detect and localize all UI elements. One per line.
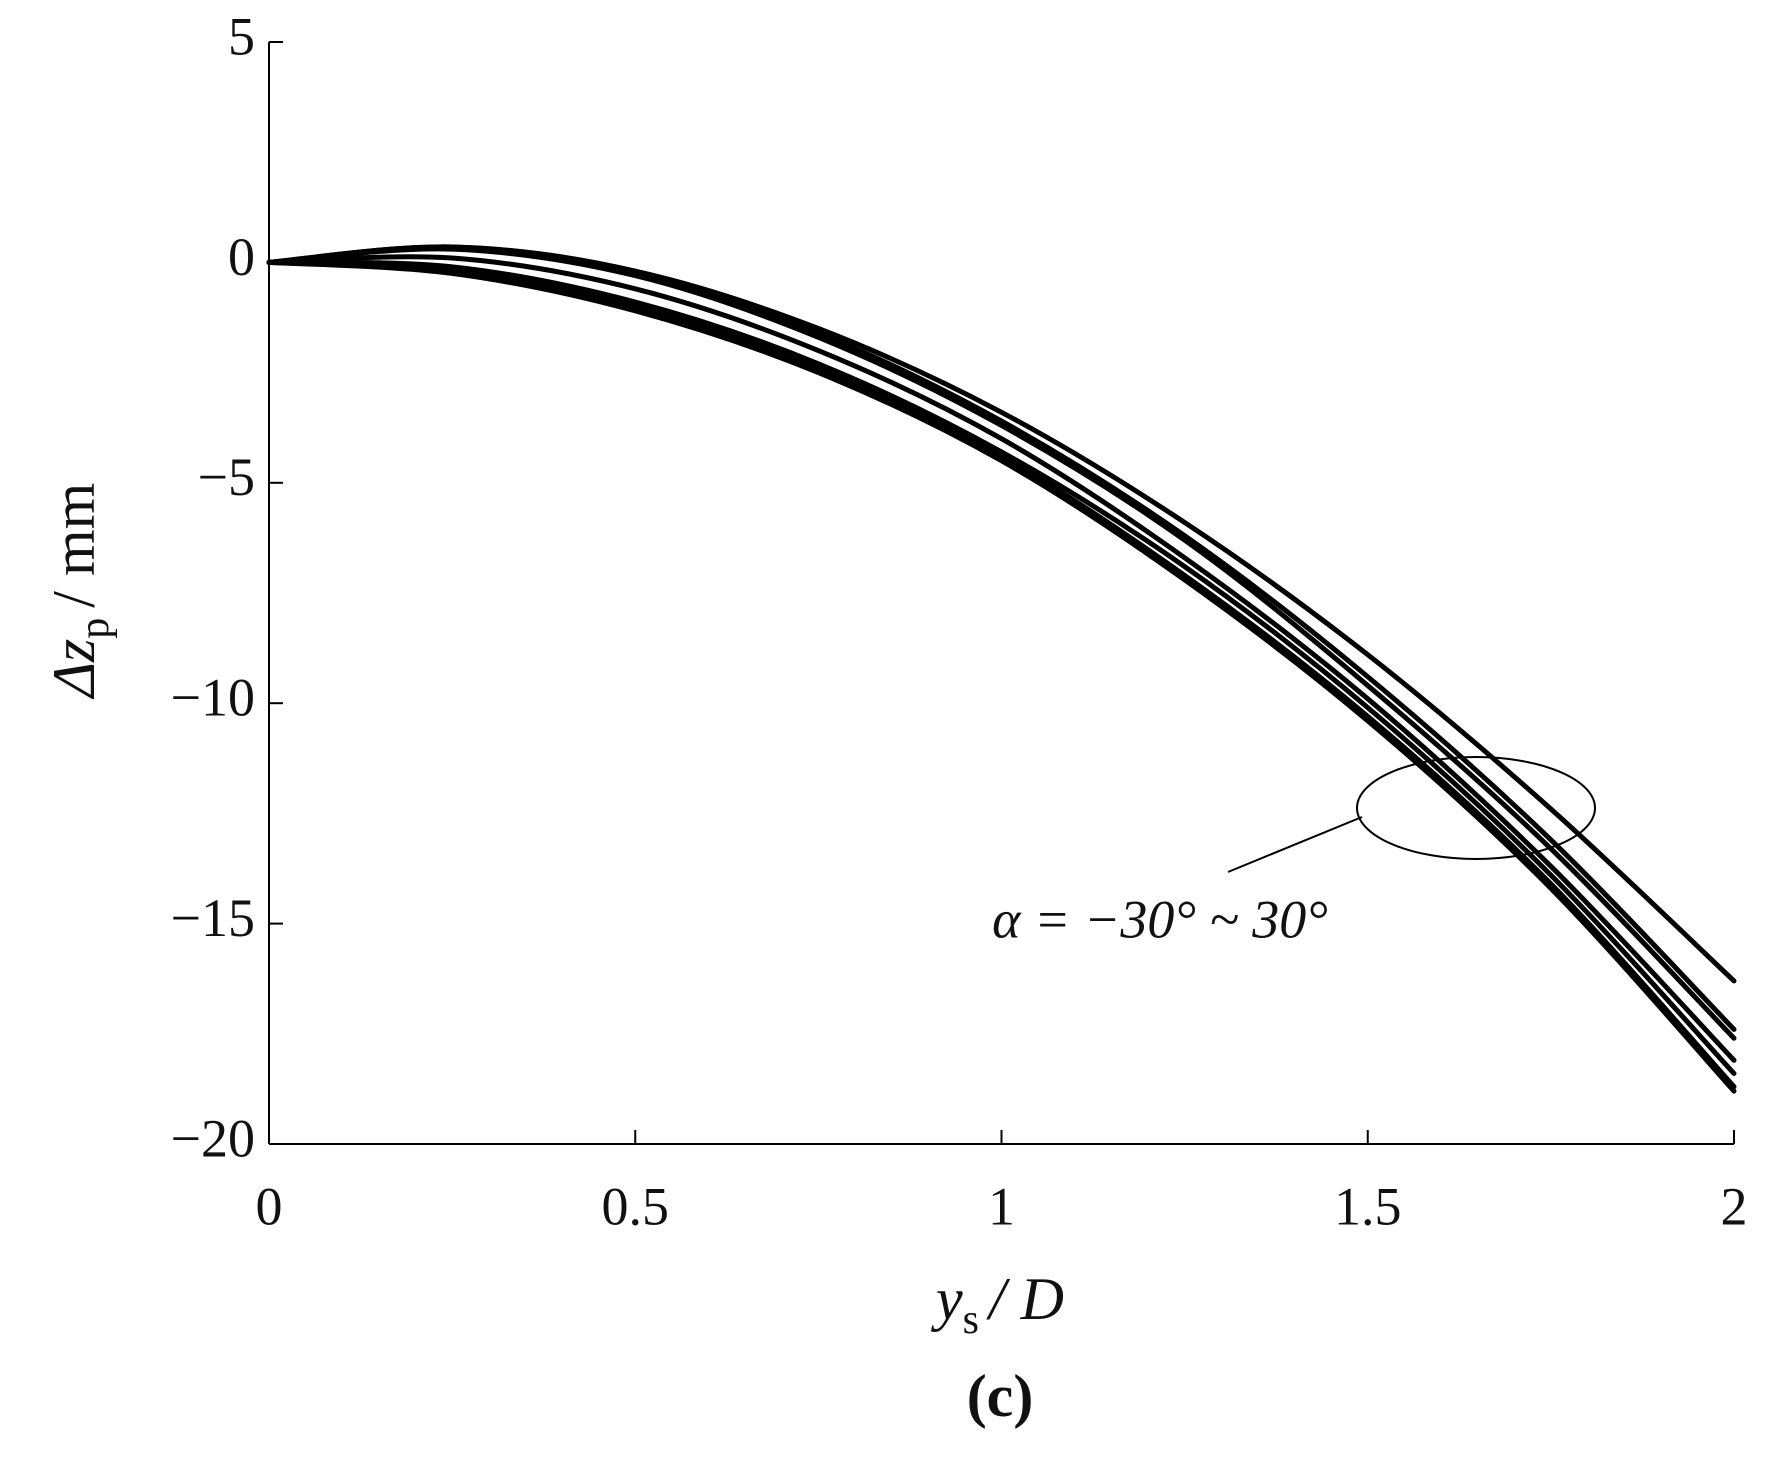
y-axis-label: Δzp / mm — [41, 483, 118, 700]
series-line — [266, 259, 1737, 1090]
y-tick-label: 0 — [228, 227, 255, 287]
x-label-rest: / D — [986, 1266, 1064, 1332]
y-tick-label: −15 — [171, 888, 255, 948]
series-line — [266, 246, 1737, 1041]
y-tick-label: 5 — [228, 6, 255, 66]
x-tick-label: 1 — [988, 1176, 1015, 1236]
x-tick-label: 0.5 — [602, 1176, 670, 1236]
annotation: α = −30° ~ 30° — [992, 889, 1328, 949]
series-line — [266, 259, 1737, 1094]
caption: (c) — [967, 1363, 1034, 1429]
y-label-sub: p — [72, 618, 118, 639]
annotation-leader — [1227, 816, 1363, 873]
annotation-ellipse — [1356, 756, 1596, 860]
x-tick-label: 0 — [256, 1176, 283, 1236]
series-line — [266, 259, 1737, 1076]
y-tick-label: −10 — [171, 668, 255, 728]
series-line — [266, 254, 1737, 1063]
y-label-rest: / mm — [41, 483, 107, 608]
x-axis-label: ys / D — [930, 1266, 1064, 1343]
y-tick-label: −5 — [198, 447, 255, 507]
series-line — [266, 244, 1737, 1032]
x-tick-label: 1.5 — [1334, 1176, 1402, 1236]
x-label-sub: s — [963, 1297, 979, 1343]
x-label-base: y — [930, 1266, 963, 1332]
x-tick-label: 2 — [1721, 1176, 1748, 1236]
y-tick-label: −20 — [171, 1108, 255, 1168]
y-label-base: Δz — [41, 639, 107, 700]
series-line — [266, 244, 1737, 984]
